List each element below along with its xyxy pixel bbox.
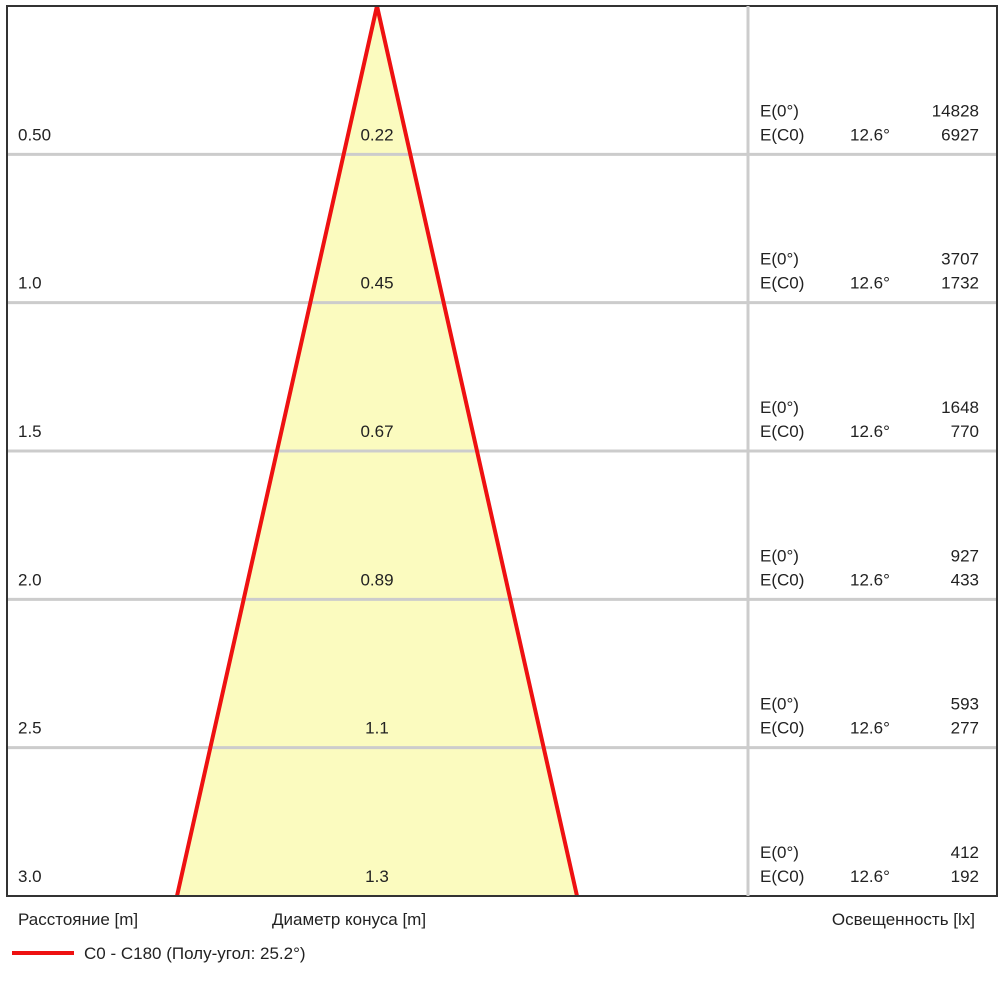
ec0-value: 277 <box>951 719 979 738</box>
ec0-angle: 12.6° <box>850 867 890 886</box>
ec0-label: E(C0) <box>760 274 804 293</box>
ec0-label: E(C0) <box>760 125 804 144</box>
distance-label: 3.0 <box>18 867 42 886</box>
diameter-label-bg <box>352 122 402 145</box>
e0-value: 412 <box>951 843 979 862</box>
diameter-axis-label: Диаметр конуса [m] <box>272 910 426 929</box>
ec0-value: 6927 <box>941 125 979 144</box>
distance-axis-label: Расстояние [m] <box>18 910 138 929</box>
e0-value: 14828 <box>932 101 979 120</box>
e0-label: E(0°) <box>760 250 799 269</box>
e0-value: 593 <box>951 695 979 714</box>
ec0-value: 192 <box>951 867 979 886</box>
ec0-angle: 12.6° <box>850 570 890 589</box>
distance-label: 2.0 <box>18 570 42 589</box>
e0-value: 927 <box>951 546 979 565</box>
distance-label: 0.50 <box>18 125 51 144</box>
e0-label: E(0°) <box>760 695 799 714</box>
diameter-label: 0.89 <box>360 570 393 589</box>
ec0-label: E(C0) <box>760 570 804 589</box>
diameter-label: 1.1 <box>365 719 389 738</box>
ec0-label: E(C0) <box>760 719 804 738</box>
distance-label: 1.0 <box>18 274 42 293</box>
diameter-label: 0.22 <box>360 125 393 144</box>
ec0-angle: 12.6° <box>850 125 890 144</box>
e0-value: 1648 <box>941 398 979 417</box>
ec0-label: E(C0) <box>760 867 804 886</box>
diameter-label: 0.45 <box>360 274 393 293</box>
ec0-angle: 12.6° <box>850 422 890 441</box>
diameter-label: 1.3 <box>365 867 389 886</box>
chart-frame <box>6 5 998 897</box>
illuminance-axis-label: Освещенность [lx] <box>832 910 975 929</box>
e0-label: E(0°) <box>760 843 799 862</box>
e0-label: E(0°) <box>760 101 799 120</box>
e0-value: 3707 <box>941 250 979 269</box>
ec0-value: 1732 <box>941 274 979 293</box>
ec0-angle: 12.6° <box>850 719 890 738</box>
ec0-angle: 12.6° <box>850 274 890 293</box>
distance-label: 1.5 <box>18 422 42 441</box>
ec0-value: 770 <box>951 422 979 441</box>
legend-label: C0 - C180 (Полу-угол: 25.2°) <box>84 944 306 963</box>
e0-label: E(0°) <box>760 398 799 417</box>
ec0-value: 433 <box>951 570 979 589</box>
ec0-label: E(C0) <box>760 422 804 441</box>
distance-label: 2.5 <box>18 719 42 738</box>
diameter-label: 0.67 <box>360 422 393 441</box>
e0-label: E(0°) <box>760 546 799 565</box>
